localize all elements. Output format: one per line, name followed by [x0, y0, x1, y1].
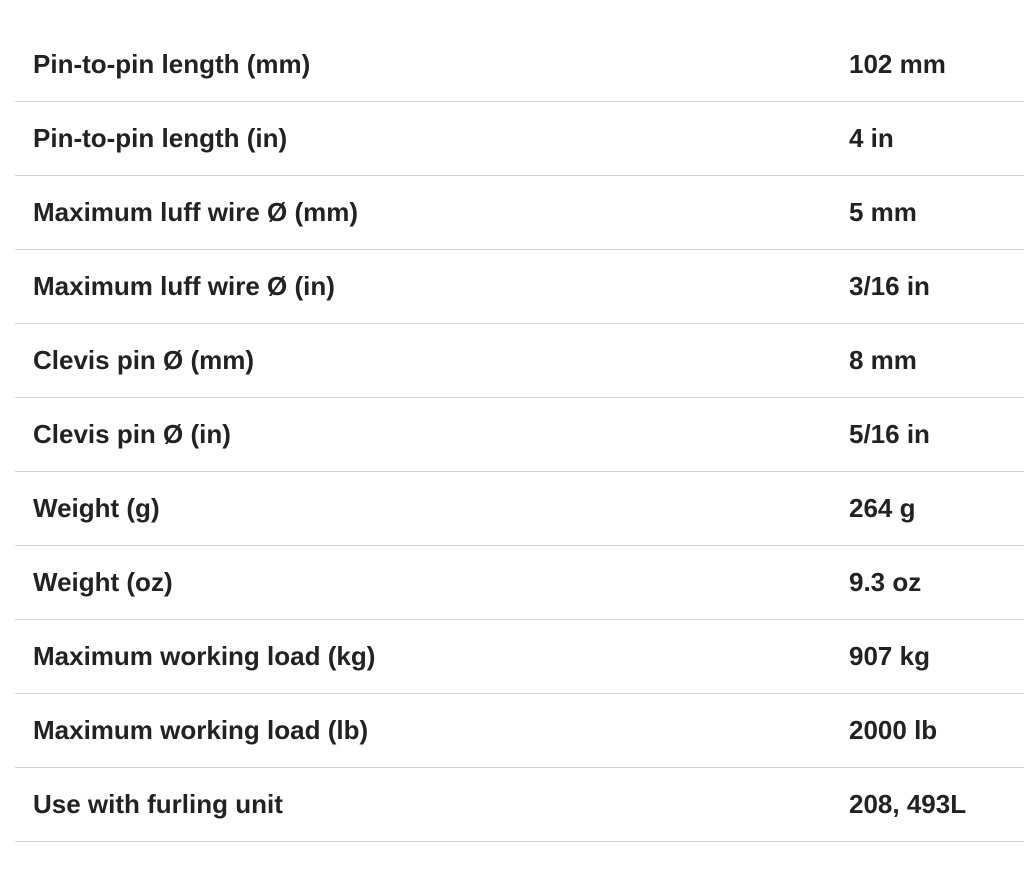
spec-label: Clevis pin Ø (in) — [33, 419, 231, 449]
spec-value: 208, 493L — [849, 789, 967, 819]
spec-row: Pin-to-pin length (in) 4 in — [15, 102, 1024, 176]
spec-row: Use with furling unit 208, 493L — [15, 768, 1024, 842]
spec-row: Maximum luff wire Ø (in) 3/16 in — [15, 250, 1024, 324]
spec-row: Clevis pin Ø (in) 5/16 in — [15, 398, 1024, 472]
spec-label: Maximum working load (kg) — [33, 641, 376, 671]
spec-value: 102 mm — [849, 49, 946, 79]
spec-label: Weight (g) — [33, 493, 160, 523]
spec-value: 8 mm — [849, 345, 917, 375]
spec-label: Maximum luff wire Ø (in) — [33, 271, 335, 301]
spec-value: 264 g — [849, 493, 916, 523]
spec-table: Pin-to-pin length (mm) 102 mm Pin-to-pin l… — [15, 28, 1024, 842]
spec-label: Maximum luff wire Ø (mm) — [33, 197, 359, 227]
spec-value: 2000 lb — [849, 715, 938, 745]
spec-label: Pin-to-pin length (in) — [33, 123, 288, 153]
spec-value: 5 mm — [849, 197, 917, 227]
spec-row: Maximum working load (lb) 2000 lb — [15, 694, 1024, 768]
spec-row: Weight (g) 264 g — [15, 472, 1024, 546]
spec-value: 907 kg — [849, 641, 930, 671]
spec-label: Use with furling unit — [33, 789, 283, 819]
spec-label: Clevis pin Ø (mm) — [33, 345, 255, 375]
spec-row: Pin-to-pin length (mm) 102 mm — [15, 28, 1024, 102]
spec-row: Maximum working load (kg) 907 kg — [15, 620, 1024, 694]
spec-label: Maximum working load (lb) — [33, 715, 369, 745]
spec-label: Weight (oz) — [33, 567, 173, 597]
spec-value: 5/16 in — [849, 419, 930, 449]
spec-row: Maximum luff wire Ø (mm) 5 mm — [15, 176, 1024, 250]
spec-value: 3/16 in — [849, 271, 930, 301]
spec-value: 4 in — [849, 123, 894, 153]
spec-label: Pin-to-pin length (mm) — [33, 49, 311, 79]
spec-row: Clevis pin Ø (mm) 8 mm — [15, 324, 1024, 398]
spec-value: 9.3 oz — [849, 567, 922, 597]
spec-row: Weight (oz) 9.3 oz — [15, 546, 1024, 620]
